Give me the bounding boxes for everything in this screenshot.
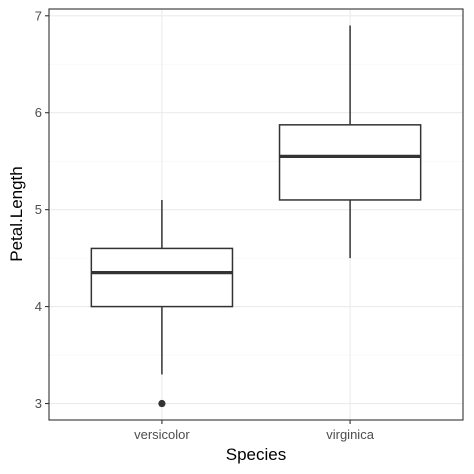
axis-ticks: 3 4 5 6 7 versicolor virginica xyxy=(35,8,375,442)
x-tick-label: versicolor xyxy=(134,427,190,442)
interquartile-box xyxy=(90,247,234,308)
y-tick-label: 4 xyxy=(35,299,42,314)
outlier-point xyxy=(158,399,166,408)
box-marks xyxy=(90,25,422,408)
panel-border xyxy=(48,8,464,421)
x-axis-title: Species xyxy=(226,445,286,464)
interquartile-box xyxy=(278,124,422,201)
grid-lines xyxy=(49,9,463,420)
box-virginica xyxy=(278,25,422,259)
y-tick-label: 6 xyxy=(35,105,42,120)
box-versicolor xyxy=(90,199,234,408)
y-tick-label: 5 xyxy=(35,202,42,217)
y-tick-label: 7 xyxy=(35,8,42,23)
y-tick-label: 3 xyxy=(35,396,42,411)
y-axis-title: Petal.Length xyxy=(7,166,26,261)
x-tick-label: virginica xyxy=(326,427,374,442)
